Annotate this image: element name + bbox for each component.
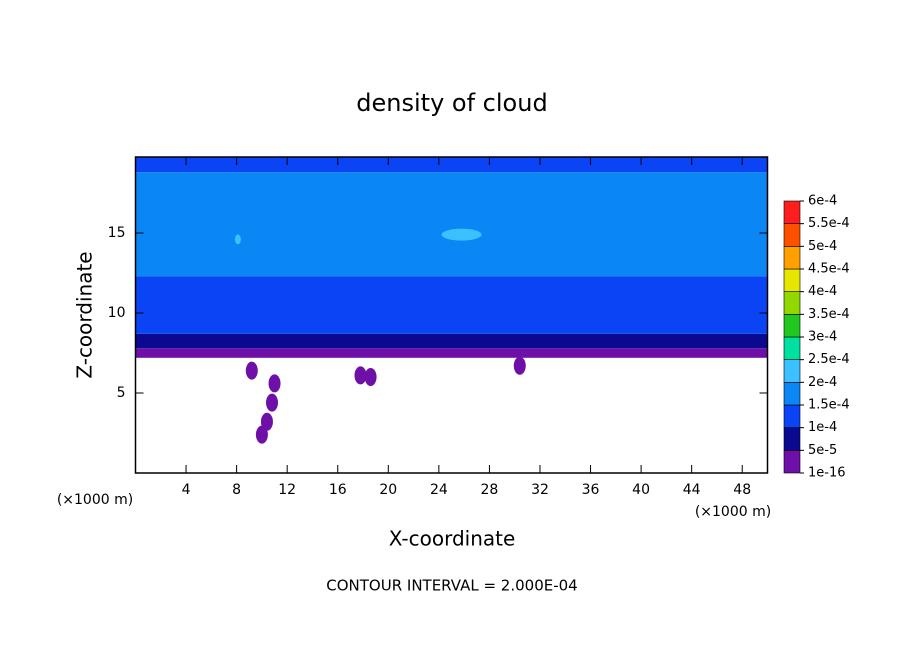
x-unit-label: (×1000 m) <box>695 504 771 520</box>
contour-band <box>135 276 768 334</box>
plot-frame <box>134 156 769 474</box>
colorbar-box <box>783 427 801 451</box>
chart-title: density of cloud <box>356 89 547 117</box>
x-axis-label: X-coordinate <box>389 527 516 551</box>
x-tick-label: 44 <box>683 482 701 498</box>
x-tick-label: 48 <box>733 482 751 498</box>
colorbar-box <box>783 291 801 315</box>
colorbar-box <box>783 359 801 383</box>
colorbar-box <box>783 223 801 247</box>
footer: CONTOUR INTERVAL = 2.000E-04 <box>326 577 577 595</box>
y-tick-label: 10 <box>108 305 126 321</box>
contour-patch <box>513 356 526 375</box>
colorbar-label: 2e-4 <box>808 375 837 390</box>
x-tick-label: 32 <box>531 482 549 498</box>
x-tick-label: 8 <box>232 482 241 498</box>
colorbar-label: 1.5e-4 <box>808 398 850 413</box>
colorbar-label: 5e-4 <box>808 239 837 254</box>
colorbar-box <box>783 404 801 428</box>
colorbar-label: 2.5e-4 <box>808 352 850 367</box>
colorbar-label: 1e-16 <box>808 466 846 481</box>
contour-patch <box>268 374 281 393</box>
x-tick-label: 20 <box>379 482 397 498</box>
colorbar-box <box>783 314 801 338</box>
colorbar-box <box>783 246 801 270</box>
colorbar-label: 4e-4 <box>808 284 837 299</box>
colorbar-label: 3.5e-4 <box>808 307 850 322</box>
y-axis-label: Z-coordinate <box>73 251 97 378</box>
x-tick-label: 16 <box>329 482 347 498</box>
plot-area <box>135 157 768 444</box>
colorbar-label: 5.5e-4 <box>808 216 850 231</box>
contour-patch <box>354 366 367 385</box>
contour-band <box>135 333 768 349</box>
contour-patch <box>364 368 377 386</box>
colorbar-label: 3e-4 <box>808 330 837 345</box>
colorbar-label: 5e-5 <box>808 443 837 458</box>
colorbar-label: 6e-4 <box>808 194 837 209</box>
contour-patch <box>234 234 241 245</box>
contour-band <box>135 172 768 277</box>
colorbar-box <box>783 336 801 360</box>
contour-band <box>135 348 768 358</box>
contour-patch <box>260 412 273 431</box>
y-tick-label: 15 <box>108 225 126 241</box>
colorbar-box <box>783 450 801 474</box>
colorbar-box <box>783 268 801 292</box>
contour-band <box>135 157 768 173</box>
contour-patch <box>266 393 279 412</box>
x-tick-label: 28 <box>481 482 499 498</box>
colorbar-label: 1e-4 <box>808 420 837 435</box>
y-tick-label: 5 <box>117 385 126 401</box>
colorbar-box <box>783 200 801 224</box>
y-unit-label: (×1000 m) <box>57 492 133 508</box>
colorbar-label: 4.5e-4 <box>808 262 850 277</box>
x-tick-label: 4 <box>182 482 191 498</box>
contour-patch <box>245 361 258 380</box>
colorbar-box <box>783 382 801 406</box>
x-tick-label: 36 <box>582 482 600 498</box>
x-tick-label: 12 <box>278 482 296 498</box>
contour-patch <box>441 228 482 241</box>
x-tick-label: 24 <box>430 482 448 498</box>
x-tick-label: 40 <box>632 482 650 498</box>
